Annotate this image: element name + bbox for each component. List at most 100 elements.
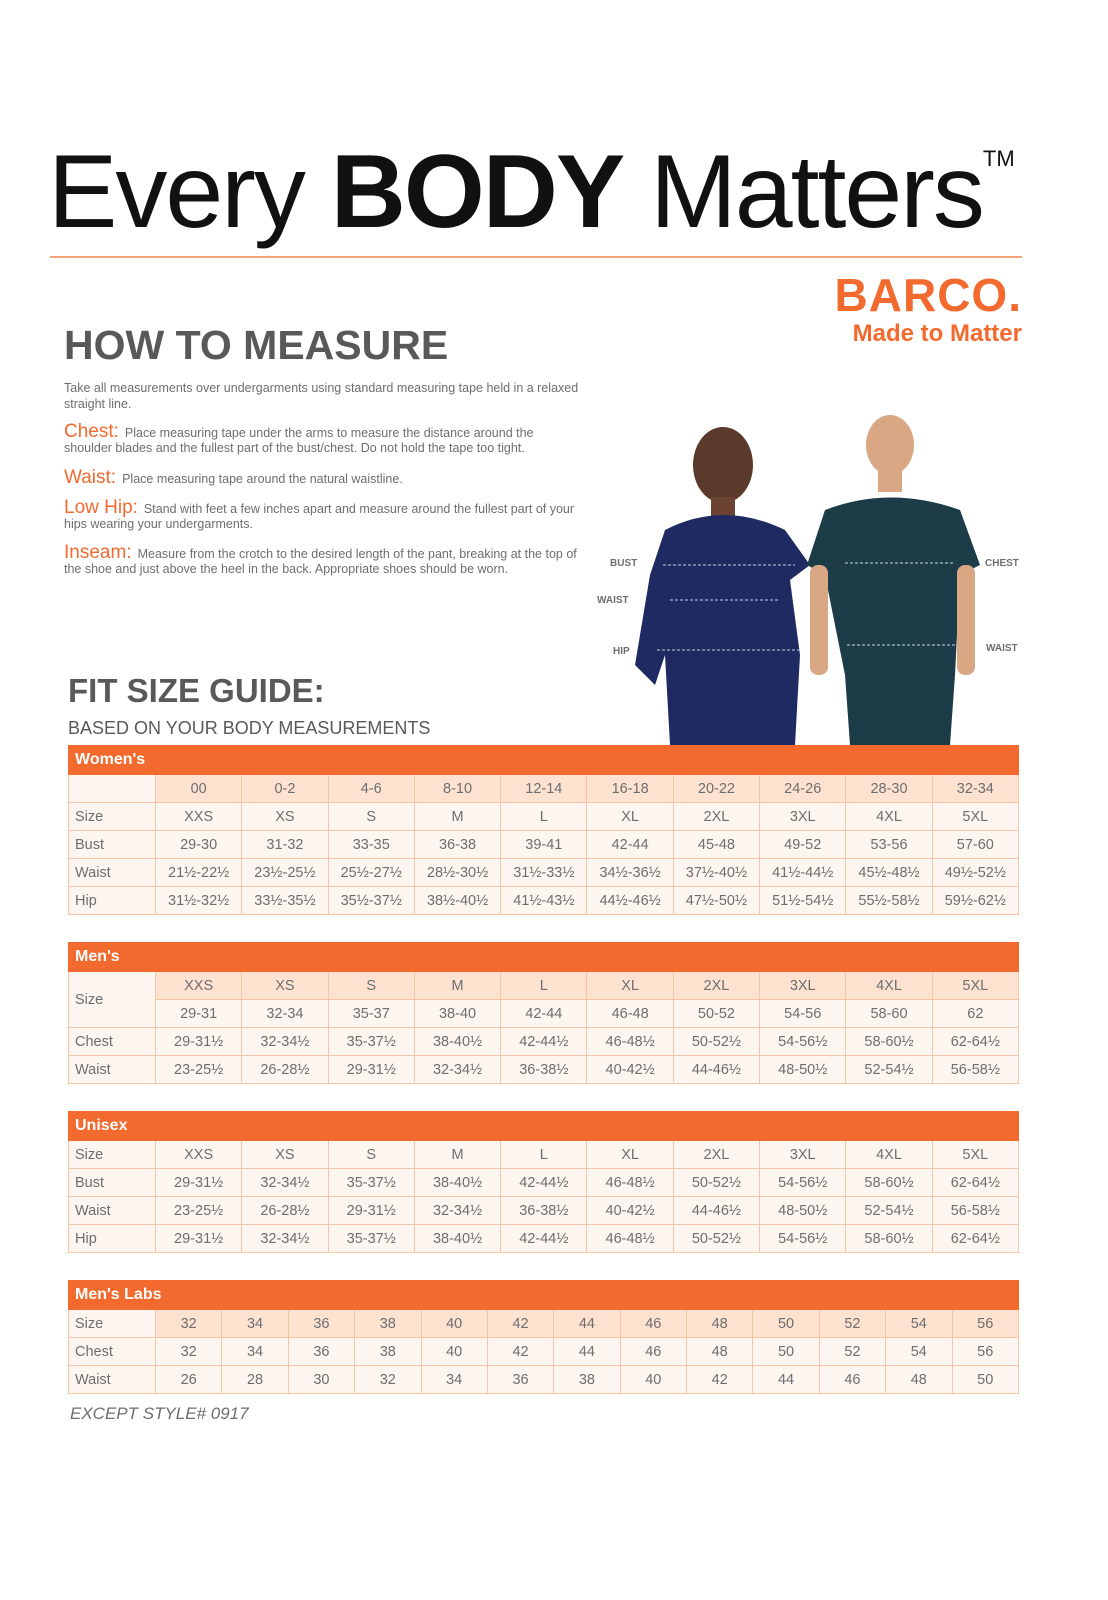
table-cell: 58-60½ xyxy=(845,1168,933,1197)
table-cell: 54-56½ xyxy=(759,1224,847,1253)
table-cell: XS xyxy=(241,802,329,831)
table-cell: 50-52½ xyxy=(672,1224,761,1253)
table-cell: 38-40½ xyxy=(413,1224,502,1253)
table-cell: 42 xyxy=(685,1365,754,1394)
table-cell: 42 xyxy=(486,1309,555,1338)
label-waist-men: WAIST xyxy=(986,643,1018,654)
table-cell: 52 xyxy=(818,1309,887,1338)
row-label: Size xyxy=(68,1309,156,1338)
table-cell: L xyxy=(500,802,588,831)
table-cell: 32-34½ xyxy=(413,1196,502,1225)
table-cell: 51½-54½ xyxy=(759,886,847,915)
table-cell: 29-31½ xyxy=(154,1224,243,1253)
trademark: TM xyxy=(982,146,1015,171)
table-cell: 48 xyxy=(685,1309,754,1338)
table-cell: 3XL xyxy=(759,1140,847,1169)
page-title: Every BODY MattersTM xyxy=(48,140,1015,244)
table-cell: 35-37½ xyxy=(327,1224,415,1253)
table-cell: 29-31½ xyxy=(154,1027,243,1056)
table-cell: 50-52 xyxy=(672,999,761,1028)
table-cell: 62 xyxy=(931,999,1020,1028)
table-title: Men's xyxy=(68,942,1019,972)
table-cell: 28½-30½ xyxy=(413,858,502,887)
table-cell: 33-35 xyxy=(327,830,415,859)
row-label: Size xyxy=(68,1140,156,1169)
table-cell: 38 xyxy=(354,1309,422,1338)
title-every: Every xyxy=(48,134,306,250)
table-cell: 50-52½ xyxy=(672,1027,761,1056)
table-cell: 4-6 xyxy=(327,774,415,803)
mens-size-table: Men's Size XXS XS S M L XL 2XL 3XL 4XL 5XL 29-31 32-3… xyxy=(68,942,1020,1084)
table-cell: 38½-40½ xyxy=(413,886,502,915)
term-text: Measure from the crotch to the desired l… xyxy=(64,547,577,576)
table-cell: 44-46½ xyxy=(672,1055,761,1084)
table-cell: 26-28½ xyxy=(241,1196,329,1225)
table-cell: 32-34½ xyxy=(413,1055,502,1084)
table-cell: XXS xyxy=(154,971,243,1000)
table-cell: 58-60½ xyxy=(845,1224,933,1253)
table-cell: 32-34½ xyxy=(241,1168,329,1197)
table-cell: 50 xyxy=(752,1309,820,1338)
table-cell: 46 xyxy=(619,1337,688,1366)
term-label: Chest: xyxy=(64,421,119,442)
table-cell: 49½-52½ xyxy=(931,858,1020,887)
table-cell: 56-58½ xyxy=(931,1055,1020,1084)
row-label: Waist xyxy=(68,1196,156,1225)
title-divider xyxy=(50,256,1022,258)
table-cell: 28-30 xyxy=(845,774,933,803)
table-cell: 46 xyxy=(619,1309,688,1338)
womens-size-table: Women's 00 0-2 4-6 8-10 12-14 16-18 20-22 24-26 2… xyxy=(68,745,1020,915)
table-cell: 3XL xyxy=(759,802,847,831)
table-title: Women's xyxy=(68,745,1019,775)
measure-intro: Take all measurements over undergarments… xyxy=(64,381,579,411)
row-label xyxy=(68,774,156,803)
table-cell: 50-52½ xyxy=(672,1168,761,1197)
table-cell: 34 xyxy=(420,1365,488,1394)
table-cell: 54-56½ xyxy=(759,1168,847,1197)
table-row: Chest 29-31½ 32-34½ 35-37½ 38-40½ 42-44½ 46-48… xyxy=(68,1027,1020,1056)
table-cell: 40 xyxy=(420,1337,488,1366)
table-cell: 4XL xyxy=(845,802,933,831)
table-cell: 42 xyxy=(486,1337,555,1366)
table-cell: S xyxy=(327,971,415,1000)
table-cell: 35-37 xyxy=(327,999,415,1028)
row-label: Waist xyxy=(68,1055,156,1084)
table-cell: 32-34½ xyxy=(241,1224,329,1253)
term-label: Low Hip: xyxy=(64,497,138,518)
brand-tagline: Made to Matter xyxy=(852,320,1022,347)
table-cell: 42-44½ xyxy=(500,1027,588,1056)
table-cell: 46-48½ xyxy=(586,1168,674,1197)
label-waist-women: WAIST xyxy=(597,595,629,606)
table-cell: 54-56 xyxy=(759,999,847,1028)
table-cell: 0-2 xyxy=(241,774,329,803)
table-row: Waist 23-25½ 26-28½ 29-31½ 32-34½ 36-38½ 40-42… xyxy=(68,1196,1020,1225)
table-cell: 23-25½ xyxy=(154,1196,243,1225)
table-cell: 54 xyxy=(885,1337,953,1366)
table-cell: 42-44 xyxy=(586,830,674,859)
table-cell: 34½-36½ xyxy=(586,858,674,887)
row-label: Waist xyxy=(68,1365,156,1394)
table-row: Size XXS XS S M L XL 2XL 3XL 4XL 5XL xyxy=(68,971,1020,1028)
table-row: 00 0-2 4-6 8-10 12-14 16-18 20-22 24-26 28-30 32-… xyxy=(68,774,1020,803)
row-label: Bust xyxy=(68,1168,156,1197)
table-cell: 50 xyxy=(752,1337,820,1366)
table-cell: 23½-25½ xyxy=(241,858,329,887)
table-cell: 32 xyxy=(154,1309,223,1338)
table-cell: 34 xyxy=(221,1309,289,1338)
table-row: Size 32 34 36 38 40 42 44 46 48 50 52 54 56 xyxy=(68,1309,1019,1338)
table-cell: 40 xyxy=(420,1309,488,1338)
table-cell: 36 xyxy=(486,1365,555,1394)
table-cell: 29-30 xyxy=(154,830,243,859)
table-cell: 29-31 xyxy=(154,999,243,1028)
table-row: Size XXS XS S M L XL 2XL 3XL 4XL 5XL xyxy=(68,802,1020,831)
table-cell: M xyxy=(413,971,502,1000)
table-cell: 56-58½ xyxy=(931,1196,1020,1225)
table-cell: 34 xyxy=(221,1337,289,1366)
table-cell: XXS xyxy=(154,1140,243,1169)
table-cell: 44 xyxy=(752,1365,820,1394)
table-cell: 37½-40½ xyxy=(672,858,761,887)
row-label: Waist xyxy=(68,858,156,887)
table-cell: 8-10 xyxy=(413,774,502,803)
table-cell: 25½-27½ xyxy=(327,858,415,887)
